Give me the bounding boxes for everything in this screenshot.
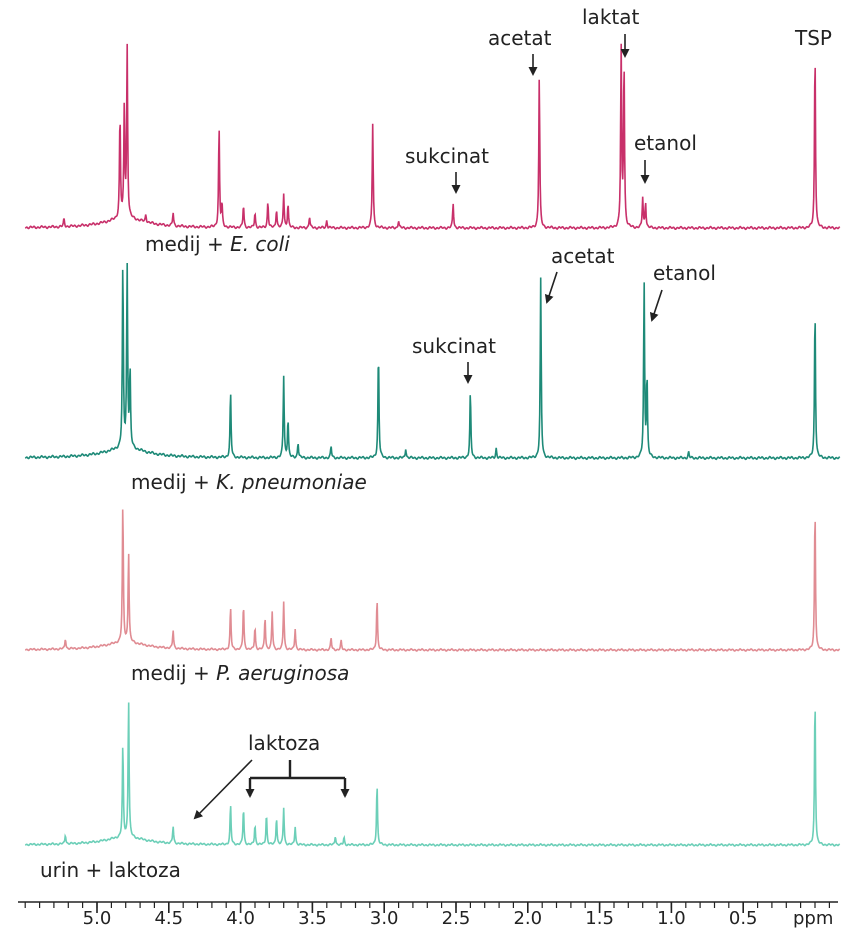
x-axis-tick-label: 2.5 bbox=[442, 908, 471, 929]
annotation-sukcinat-ecoli: sukcinat bbox=[405, 144, 489, 168]
annotation-laktoza: laktoza bbox=[248, 731, 320, 755]
sample-label-paeruginosa: medij + P. aeruginosa bbox=[131, 661, 349, 685]
x-axis-tick-label: 2.0 bbox=[513, 908, 542, 929]
annotation-acetat-kpneumoniae: acetat bbox=[551, 244, 615, 268]
x-axis-tick-label: 3.0 bbox=[370, 908, 399, 929]
x-axis-tick-label: 4.5 bbox=[154, 908, 183, 929]
sample-label-ecoli: medij + E. coli bbox=[145, 232, 290, 256]
x-axis-tick-label: 3.5 bbox=[298, 908, 327, 929]
arrow-etanol-kpneumoniae bbox=[649, 289, 663, 322]
x-axis-tick-label: 1.0 bbox=[657, 908, 686, 929]
x-axis-minor-ticks bbox=[24, 902, 831, 908]
bracket-laktoza bbox=[250, 760, 345, 780]
annotation-tsp: TSP bbox=[794, 26, 832, 50]
x-axis-unit-label: ppm bbox=[793, 908, 833, 929]
x-axis-tick-label: 0.5 bbox=[729, 908, 758, 929]
spectrum-ecoli bbox=[24, 43, 841, 231]
annotation-etanol-ecoli: etanol bbox=[634, 131, 697, 155]
spectrum-urin bbox=[24, 702, 841, 847]
x-axis-tick-label: 1.5 bbox=[585, 908, 614, 929]
x-axis-tick-label: 5.0 bbox=[83, 908, 112, 929]
spectrum-kpneumoniae bbox=[24, 262, 841, 461]
x-axis-tick-label: 4.0 bbox=[226, 908, 255, 929]
spectrum-trace-ecoli bbox=[24, 43, 841, 231]
spectrum-trace-paeruginosa bbox=[24, 509, 841, 652]
annotation-etanol-kpneumoniae: etanol bbox=[653, 261, 716, 285]
arrow-acetat-kpneumoniae bbox=[544, 271, 558, 304]
annotation-sukcinat-kpneumoniae: sukcinat bbox=[412, 334, 496, 358]
x-axis: 5.0 4.5 4.0 3.5 3.0 2.5 2.0 1.5 1.0 0.5 ppm bbox=[18, 901, 838, 929]
arrow-laktoza-anomeric bbox=[193, 759, 253, 820]
annotation-acetat-ecoli: acetat bbox=[488, 26, 552, 50]
x-axis-major-ticks bbox=[96, 902, 745, 913]
annotation-laktat-ecoli: laktat bbox=[582, 5, 639, 29]
spectrum-trace-kpneumoniae bbox=[24, 262, 841, 461]
spectrum-paeruginosa bbox=[24, 509, 841, 652]
x-axis-tick-labels: 5.0 4.5 4.0 3.5 3.0 2.5 2.0 1.5 1.0 0.5 bbox=[83, 908, 758, 929]
sample-label-urin: urin + laktoza bbox=[40, 858, 181, 882]
spectrum-trace-urin bbox=[24, 702, 841, 847]
sample-label-kpneumoniae: medij + K. pneumoniae bbox=[131, 470, 367, 494]
